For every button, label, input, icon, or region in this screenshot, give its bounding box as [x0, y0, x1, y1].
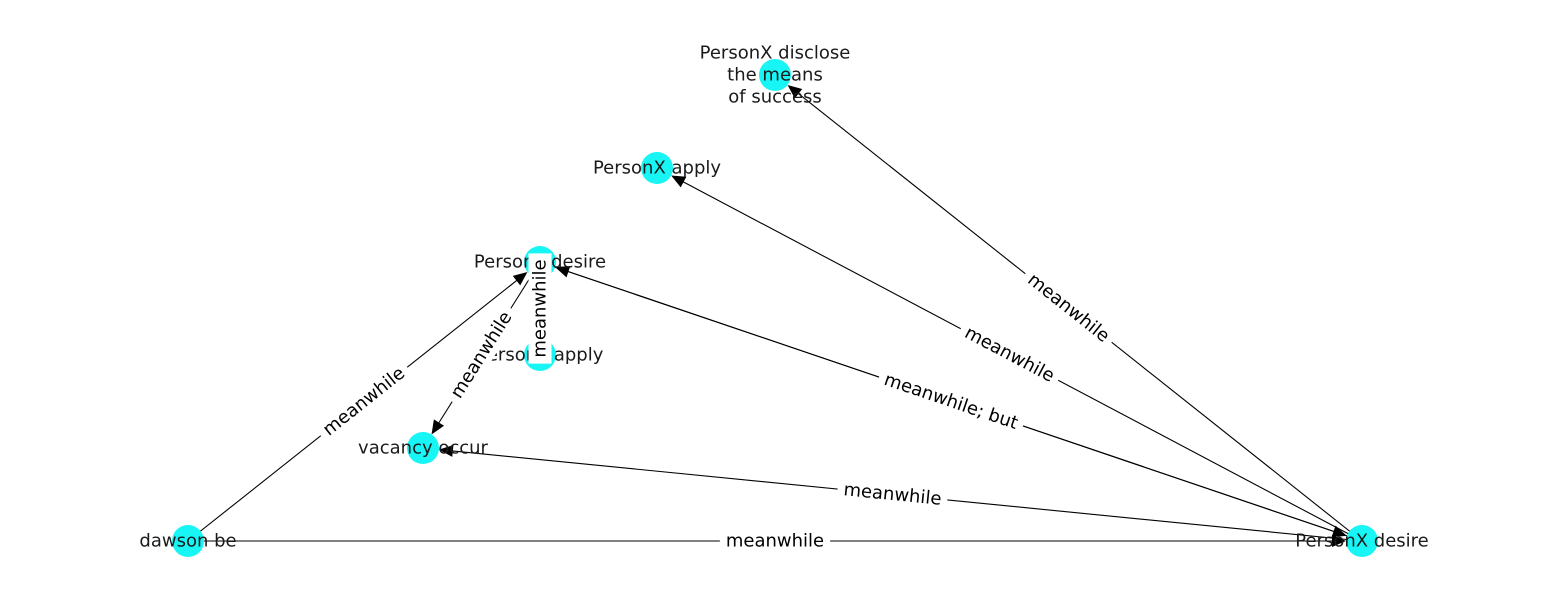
edge-label-background — [719, 529, 831, 553]
edge-label-background — [875, 366, 1027, 437]
edge-label-background — [836, 477, 949, 512]
node-label-disclose: of success — [728, 87, 821, 108]
arrowhead-x_desire-to-disclose — [787, 84, 803, 99]
edge-label-group: meanwhile — [955, 318, 1064, 391]
node-label-vacancy: vacancy occur — [358, 438, 489, 459]
node-label-disclose: the means — [727, 65, 823, 86]
edge-label: meanwhile — [726, 531, 824, 552]
node-label-x_apply: PersonX apply — [593, 158, 721, 179]
node-label-dawson: dawson be — [139, 531, 236, 552]
edge-label-group: meanwhile — [836, 477, 949, 512]
edge-label-background — [1018, 264, 1119, 352]
arrowhead-x_desire-to-x_apply — [671, 175, 687, 188]
arrowhead-dawson-to-y_desire — [512, 271, 528, 286]
arrowhead-y_desire-to-x_desire — [1331, 525, 1347, 538]
edge-label-background — [442, 302, 521, 408]
node-dawson — [172, 525, 204, 557]
edge-label-group: meanwhile — [313, 358, 415, 445]
edge-label-background — [313, 358, 415, 445]
node-disclose — [759, 59, 791, 91]
edge-label-background — [955, 318, 1064, 391]
edge-label: meanwhile — [319, 363, 409, 440]
arrowhead-dawson-to-x_desire — [1332, 535, 1346, 547]
edge-label: meanwhile — [530, 259, 551, 357]
edge-label-group: meanwhile — [1018, 264, 1119, 352]
arrowhead-y_desire-to-vacancy — [431, 419, 445, 435]
node-x_desire — [1346, 525, 1378, 557]
edge-label: meanwhile — [1023, 269, 1113, 347]
node-x_apply — [641, 152, 673, 184]
node-label-disclose: PersonX disclose — [700, 43, 851, 64]
edge-label: meanwhile; but — [881, 369, 1020, 434]
edge-label-group: meanwhile; but — [875, 366, 1027, 437]
node-vacancy — [407, 432, 439, 464]
edge-label-background — [528, 253, 552, 364]
edges-layer — [187, 84, 1363, 547]
arrowhead-x_desire-to-vacancy — [438, 444, 454, 457]
node-label-x_desire: PersonX desire — [1295, 531, 1429, 552]
edge-label-group: meanwhile — [528, 253, 552, 364]
edge-label-group: meanwhile — [719, 529, 831, 553]
edge-label: meanwhile — [961, 322, 1058, 387]
